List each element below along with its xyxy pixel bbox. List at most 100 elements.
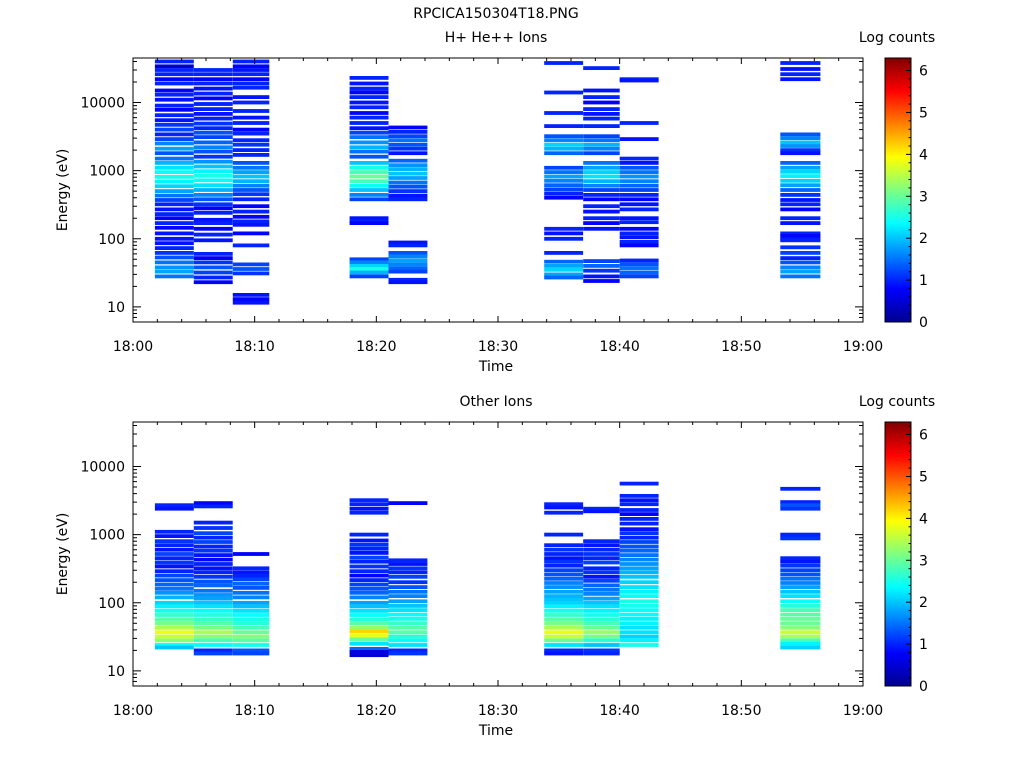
spectrogram-cell	[349, 604, 389, 609]
spectrogram-cell	[619, 494, 659, 498]
spectrogram-cell	[619, 521, 659, 526]
spectrogram-cell	[193, 86, 233, 91]
spectrogram-cell	[388, 138, 428, 143]
spectrogram-cell	[583, 197, 620, 202]
spectrogram-cell	[583, 583, 620, 588]
spectrogram-cell	[583, 506, 620, 511]
spectrogram-cell	[232, 613, 270, 617]
colorbar-tick-label: 5	[919, 105, 928, 121]
spectrogram-cell	[583, 604, 620, 609]
spectrogram-cell	[193, 206, 233, 211]
colorbar-tick-label: 4	[919, 147, 928, 163]
spectrogram-cell	[780, 265, 821, 270]
spectrogram-cell	[388, 269, 428, 274]
y-axis-label: Energy (eV)	[55, 513, 71, 596]
colorbar-tick-label: 5	[919, 469, 928, 485]
spectrogram-cell	[349, 613, 389, 617]
spectrogram-cell	[619, 258, 659, 263]
spectrogram-cell	[193, 91, 233, 96]
spectrogram-cell	[780, 563, 821, 568]
spectrogram-cell	[619, 562, 659, 566]
colorbar-tick-label: 4	[919, 511, 928, 527]
spectrogram-cell	[349, 586, 389, 591]
spectrogram-cell	[232, 243, 270, 248]
spectrogram-cell	[349, 653, 389, 658]
spectrogram-cell	[154, 72, 194, 77]
colorbar-ticks: 0 1 2 3 4 5 6	[906, 425, 928, 695]
spectrogram-cell	[544, 267, 584, 272]
spectrogram-cell	[232, 630, 270, 635]
spectrogram-cell	[349, 625, 389, 630]
spectrogram-cell	[349, 267, 389, 271]
spectrogram-cell	[154, 595, 194, 600]
spectrogram-cell	[154, 156, 194, 161]
spectrogram-cell	[232, 566, 270, 571]
spectrogram-cell	[232, 604, 270, 609]
spectrogram-cell	[619, 193, 659, 197]
spectrogram-cell	[154, 161, 194, 165]
spectrogram-cell	[619, 161, 659, 165]
spectrogram-cell	[232, 581, 270, 586]
spectrogram-cell	[193, 617, 233, 622]
spectrogram-cell	[583, 596, 620, 601]
colorbar-tick-label: 6	[919, 428, 928, 444]
spectrogram-cell	[780, 645, 821, 650]
spectrogram-cell	[349, 188, 389, 192]
spectrogram-cell	[388, 193, 428, 198]
spectrogram-cell	[232, 648, 270, 653]
spectrogram-cell	[544, 151, 584, 156]
spectrogram-cell	[388, 643, 428, 647]
spectrogram-cell	[193, 188, 233, 192]
spectrogram-cell	[388, 243, 428, 248]
y-tick-label: 1000	[89, 528, 125, 544]
spectrogram-cell	[193, 154, 233, 159]
spectrogram-cell	[193, 557, 233, 562]
spectrogram-cell	[232, 153, 270, 157]
spectrogram-cell	[619, 544, 659, 549]
spectrogram-cell	[154, 103, 194, 108]
spectrogram-cell	[193, 621, 233, 626]
spectrogram-cell	[232, 570, 270, 575]
spectrogram-cell	[232, 192, 270, 197]
spectrogram-cell	[780, 506, 821, 511]
panel-h-he-ions: H+ He++ Ions 18:00 18:10 18:20 18:30 18:40 18…	[55, 30, 935, 375]
spectrogram-cell	[349, 90, 389, 95]
spectrogram-cell	[544, 600, 584, 605]
spectrogram-cell	[154, 236, 194, 241]
spectrogram-cell	[232, 183, 270, 188]
spectrogram-cell	[388, 240, 428, 245]
spectrogram-cell	[193, 643, 233, 647]
colorbar-tick-label: 6	[919, 64, 928, 80]
spectrogram-cell	[388, 608, 428, 612]
spectrogram-cell	[154, 529, 194, 534]
spectrogram-cell	[619, 174, 659, 179]
spectrogram-cell	[388, 630, 428, 635]
spectrogram-cell	[780, 634, 821, 639]
panel-title: H+ He++ Ions	[445, 30, 548, 46]
spectrogram-cell	[154, 68, 194, 72]
spectrogram-cell	[349, 76, 389, 80]
spectrogram-cell	[780, 612, 821, 617]
spectrogram-cell	[349, 542, 389, 547]
spectrogram-cell	[780, 178, 821, 183]
spectrogram-cell	[232, 638, 270, 643]
spectrogram-cell	[232, 161, 270, 165]
spectrogram-cell	[154, 609, 194, 613]
spectrogram-cell	[388, 562, 428, 566]
spectrogram-cell	[583, 151, 620, 156]
spectrogram-cell	[544, 532, 584, 537]
spectrogram-cell	[349, 257, 389, 262]
x-tick-label: 18:40	[599, 703, 639, 719]
spectrogram-cell	[349, 130, 389, 135]
spectrogram-cell	[780, 604, 821, 608]
spectrogram-cell	[154, 225, 194, 230]
spectrogram-cell	[388, 625, 428, 630]
colorbar-ticks: 0 1 2 3 4 5 6	[906, 61, 928, 331]
spectrogram-cell	[349, 573, 389, 578]
x-tick-label: 19:00	[843, 703, 883, 719]
spectrogram-cell	[349, 502, 389, 507]
spectrogram-cell	[583, 638, 620, 643]
y-tick-label: 10000	[80, 96, 125, 112]
spectrogram-cell	[583, 142, 620, 147]
spectrogram-cell	[154, 274, 194, 279]
